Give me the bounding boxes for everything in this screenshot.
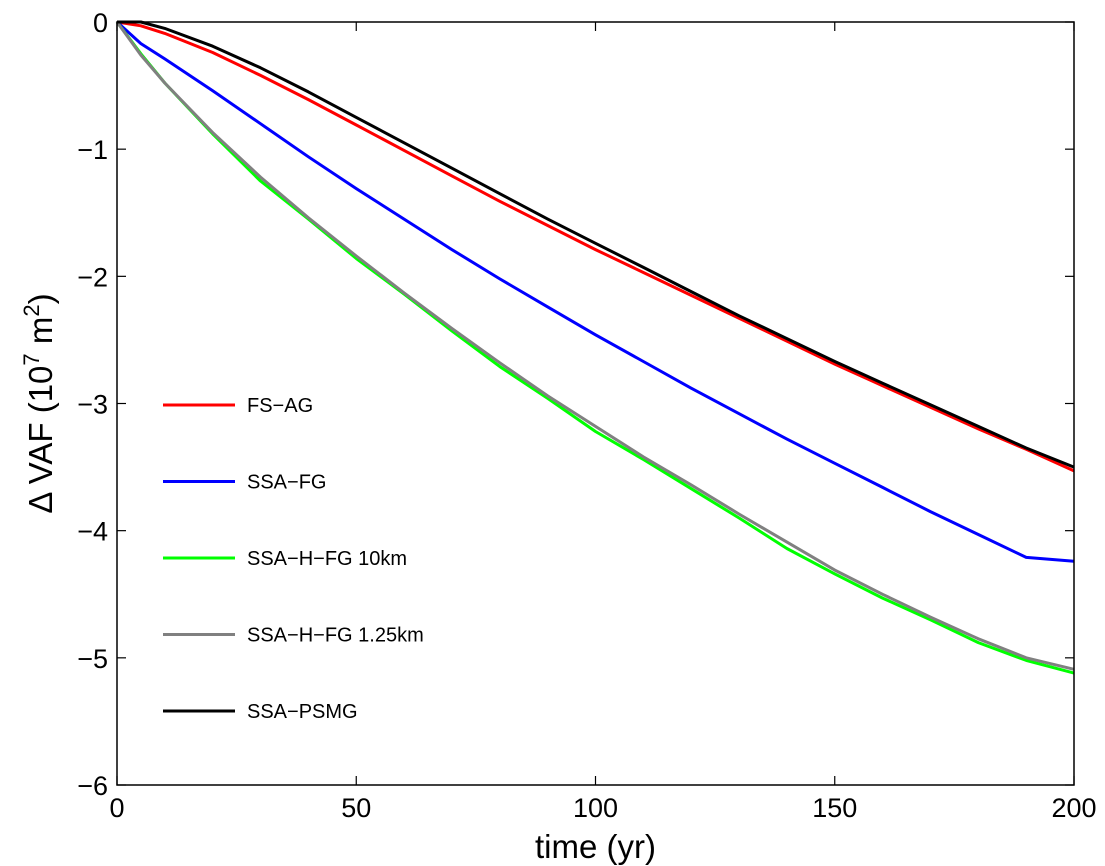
y-axis-label-exp1: 7 [19, 353, 44, 365]
x-tick-label: 0 [109, 793, 124, 823]
y-axis-label-prefix: Δ VAF (10 [22, 366, 59, 514]
y-axis-label-exp2: 2 [19, 304, 44, 316]
y-axis-label: Δ VAF (107 m2) [19, 293, 59, 513]
series-line-4 [117, 20, 1075, 469]
x-tick-label: 200 [1051, 793, 1096, 823]
series-line-0 [116, 20, 1075, 473]
x-axis-label: time (yr) [535, 828, 656, 865]
ticks-layer: 0 50 100 150 200 0 −1 −2 −3 −4 −5 −6 [77, 8, 1096, 823]
series-layer [115, 20, 1075, 675]
legend-label-1: SSA−FG [247, 472, 326, 494]
legend-label-0: FS−AG [247, 395, 313, 417]
x-tick-label: 100 [573, 793, 618, 823]
legend-label-3: SSA−H−FG 1.25km [247, 625, 424, 647]
legend: FS−AG SSA−FG SSA−H−FG 10km SSA−H−FG 1.25km S… [163, 395, 424, 723]
y-tick-label: −4 [77, 517, 108, 547]
x-tick-label: 50 [341, 793, 371, 823]
x-tick-label: 150 [812, 793, 857, 823]
y-tick-label: −5 [77, 644, 108, 674]
y-axis-label-suffix: ) [22, 293, 59, 304]
legend-label-2: SSA−H−FG 10km [247, 548, 407, 570]
series-line-2 [115, 21, 1075, 675]
y-tick-label: −3 [77, 390, 108, 420]
series-line-3 [115, 21, 1075, 671]
y-tick-label: −6 [77, 771, 108, 801]
y-axis-label-mid: m [22, 317, 59, 354]
y-tick-label: −2 [77, 262, 108, 292]
series-line-1 [115, 20, 1075, 563]
y-tick-label: 0 [93, 8, 108, 38]
y-tick-label: −1 [77, 135, 108, 165]
legend-label-4: SSA−PSMG [247, 701, 358, 723]
